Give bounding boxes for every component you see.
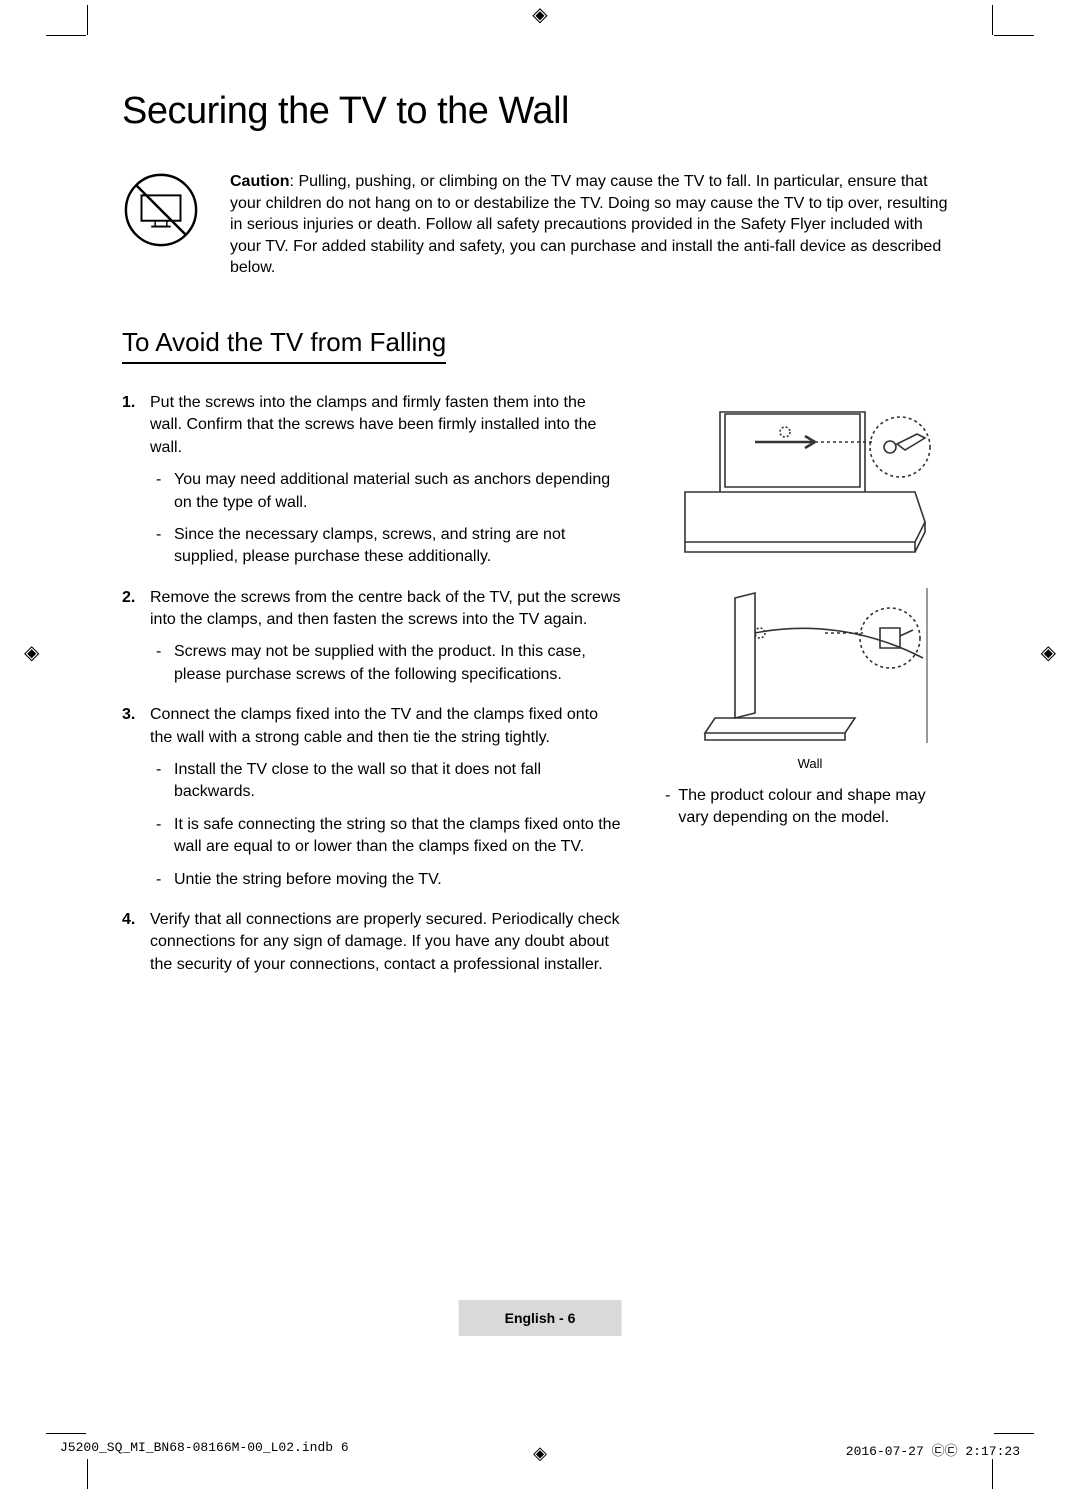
step-item: Connect the clamps fixed into the TV and… xyxy=(122,704,622,891)
model-note: - The product colour and shape may vary … xyxy=(665,785,955,830)
tv-clamp-diagram-1 xyxy=(665,392,955,562)
step-sublist: You may need additional material such as… xyxy=(150,469,622,569)
step-item: Put the screws into the clamps and firml… xyxy=(122,392,622,569)
step-subitem: Install the TV close to the wall so that… xyxy=(150,759,622,804)
crop-mark xyxy=(46,1433,86,1434)
page-title: Securing the TV to the Wall xyxy=(122,90,958,133)
registration-mark-left: ◈ xyxy=(24,640,39,665)
page-content: Securing the TV to the Wall Caution: Pul… xyxy=(122,90,958,994)
wall-label: Wall xyxy=(798,756,823,771)
crop-mark xyxy=(87,5,88,35)
steps-column: Put the screws into the clamps and firml… xyxy=(122,392,622,994)
print-timestamp: 2016-07-27 ㉢㉢ 2:17:23 xyxy=(846,1440,1020,1459)
print-footer: J5200_SQ_MI_BN68-08166M-00_L02.indb 6 20… xyxy=(60,1440,1020,1459)
diagram-column: Wall - The product colour and shape may … xyxy=(662,392,958,994)
step-subitem: It is safe connecting the string so that… xyxy=(150,814,622,859)
section-heading: To Avoid the TV from Falling xyxy=(122,327,446,364)
step-subitem: Untie the string before moving the TV. xyxy=(150,869,622,891)
step-subitem: You may need additional material such as… xyxy=(150,469,622,514)
caution-text: Caution: Pulling, pushing, or climbing o… xyxy=(230,171,958,279)
crop-mark xyxy=(87,1459,88,1489)
steps-list: Put the screws into the clamps and firml… xyxy=(122,392,622,976)
registration-mark-top: ◈ xyxy=(532,2,547,27)
step-item: Remove the screws from the centre back o… xyxy=(122,587,622,687)
crop-mark xyxy=(994,1433,1034,1434)
caution-label: Caution xyxy=(230,173,290,190)
crop-mark xyxy=(46,35,86,36)
caution-block: Caution: Pulling, pushing, or climbing o… xyxy=(122,171,958,279)
caution-body: : Pulling, pushing, or climbing on the T… xyxy=(230,173,947,276)
note-text: The product colour and shape may vary de… xyxy=(678,785,955,830)
step-sublist: Screws may not be supplied with the prod… xyxy=(150,641,622,686)
step-sublist: Install the TV close to the wall so that… xyxy=(150,759,622,891)
note-dash: - xyxy=(665,785,670,830)
print-file-path: J5200_SQ_MI_BN68-08166M-00_L02.indb 6 xyxy=(60,1440,349,1459)
step-subitem: Screws may not be supplied with the prod… xyxy=(150,641,622,686)
step-subitem: Since the necessary clamps, screws, and … xyxy=(150,524,622,569)
crop-mark xyxy=(992,1459,993,1489)
crop-mark xyxy=(994,35,1034,36)
page-number-footer: English - 6 xyxy=(459,1300,622,1336)
step-item: Verify that all connections are properly… xyxy=(122,909,622,976)
no-climb-tv-icon xyxy=(122,171,200,249)
registration-mark-right: ◈ xyxy=(1041,640,1056,665)
tv-clamp-diagram-2 xyxy=(665,578,955,748)
crop-mark xyxy=(992,5,993,35)
